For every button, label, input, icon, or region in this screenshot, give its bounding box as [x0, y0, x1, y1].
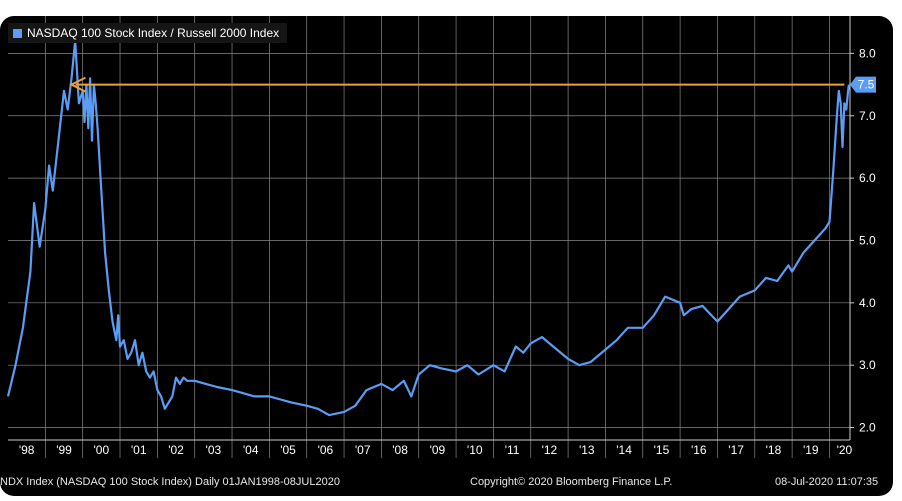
x-tick-label: '02: [168, 443, 184, 457]
footer-right: 08-Jul-2020 11:07:35: [775, 476, 879, 488]
x-tick-label: '19: [803, 443, 819, 457]
footer-center: Copyright© 2020 Bloomberg Finance L.P.: [470, 476, 673, 488]
legend: NASDAQ 100 Stock Index / Russell 2000 In…: [8, 23, 288, 43]
x-tick-label: '17: [728, 443, 744, 457]
x-tick-label: '07: [355, 443, 371, 457]
legend-label: NASDAQ 100 Stock Index / Russell 2000 In…: [27, 26, 280, 40]
last-value-tag: [850, 76, 876, 93]
x-tick-label: '01: [131, 443, 147, 457]
x-tick-label: '06: [318, 443, 334, 457]
chart-frame: 2.0 3.0 4.0 5.0 6.0 7.0 8.0 '98 '99 '00 '01 '02 '03 '…: [0, 16, 893, 496]
arrow-head: [69, 76, 86, 93]
x-tick-label: '98: [19, 443, 35, 457]
x-tick-label: '03: [206, 443, 222, 457]
x-tick-label: '16: [691, 443, 707, 457]
x-tick-label: '10: [467, 443, 483, 457]
x-tick-label: '20: [837, 443, 853, 457]
last-value-label: 7.5: [858, 78, 875, 92]
x-tick-label: '09: [430, 443, 446, 457]
legend-swatch: [13, 28, 22, 38]
x-tick-label: '12: [542, 443, 558, 457]
x-tick-label: '18: [766, 443, 782, 457]
y-tick-label: 7.0: [859, 109, 876, 123]
x-tick-label: '05: [280, 443, 296, 457]
x-tick-label: '00: [94, 443, 110, 457]
y-tick-label: 8.0: [859, 46, 876, 60]
y-tick-label: 4.0: [859, 296, 876, 310]
x-tick-label: '08: [392, 443, 408, 457]
x-tick-label: '11: [505, 443, 520, 457]
x-tick-label: '14: [616, 443, 632, 457]
series-line: [6, 39, 850, 417]
chart-plot: 2.0 3.0 4.0 5.0 6.0 7.0 8.0 '98 '99 '00 '01 '02 '03 '…: [6, 16, 876, 458]
footer-left: NDX Index (NASDAQ 100 Stock Index) Daily…: [0, 476, 340, 488]
y-tick-label: 5.0: [859, 233, 876, 247]
x-tick-label: '15: [654, 443, 670, 457]
y-tick-label: 3.0: [859, 358, 876, 372]
y-tick-label: 2.0: [859, 421, 876, 435]
y-tick-label: 6.0: [859, 171, 876, 185]
x-tick-label: '99: [56, 443, 72, 457]
x-tick-label: '13: [579, 443, 595, 457]
x-tick-label: '04: [243, 443, 259, 457]
